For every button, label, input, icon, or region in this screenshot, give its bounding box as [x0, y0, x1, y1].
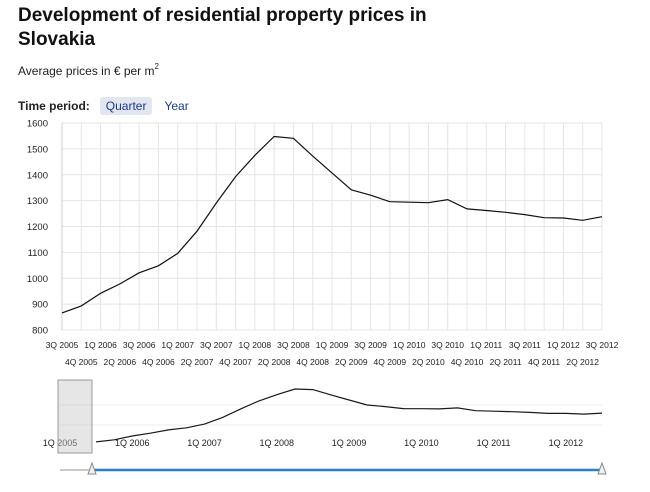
- y-tick-label: 1000: [27, 274, 48, 285]
- navigator-label: 1Q 2007: [187, 438, 222, 448]
- data-point: [99, 291, 103, 295]
- x-tick-label: 2Q 2008: [258, 357, 291, 367]
- x-tick-label: 2Q 2009: [335, 357, 368, 367]
- y-tick-label: 800: [32, 326, 48, 337]
- data-point: [369, 193, 373, 197]
- x-tick-label: 3Q 2010: [431, 340, 464, 350]
- data-point: [407, 200, 411, 204]
- data-point: [291, 136, 295, 140]
- y-tick-label: 1400: [27, 170, 48, 181]
- navigator-label: 1Q 2012: [549, 438, 584, 448]
- data-point: [523, 213, 527, 217]
- x-tick-label: 4Q 2010: [451, 357, 484, 367]
- quarter-button[interactable]: Quarter: [99, 97, 153, 115]
- chart-subtitle: Average prices in € per m2: [18, 62, 159, 78]
- range-navigator[interactable]: 1Q 2005 1Q 2006 1Q 2007 1Q 2008 1Q 2009 1Q 20…: [43, 379, 607, 475]
- x-tick-label: 1Q 2012: [547, 340, 580, 350]
- data-point: [176, 251, 180, 255]
- data-point: [504, 210, 508, 214]
- data-point: [118, 282, 122, 286]
- data-point: [137, 271, 141, 275]
- navigator-label: 1Q 2006: [115, 438, 150, 448]
- chart-series: [60, 134, 604, 315]
- data-point: [330, 171, 334, 175]
- navigator-label: 1Q 2009: [332, 438, 367, 448]
- x-tick-label: 3Q 2011: [509, 340, 541, 350]
- x-tick-label: 3Q 2007: [200, 340, 233, 350]
- time-period-selector: Time period: Quarter Year: [18, 96, 201, 116]
- y-tick-label: 1600: [27, 119, 48, 130]
- scrollbar-right-handle[interactable]: [597, 461, 607, 475]
- x-tick-label: 1Q 2011: [470, 340, 502, 350]
- x-tick-label: 3Q 2005: [46, 340, 79, 350]
- x-tick-label: 4Q 2008: [296, 357, 329, 367]
- x-tick-label: 2Q 2012: [566, 357, 599, 367]
- chart-grid: [61, 122, 603, 331]
- navigator-label: 1Q 2011: [477, 438, 511, 448]
- data-point: [214, 201, 218, 205]
- data-point: [272, 134, 276, 138]
- data-point: [561, 216, 565, 220]
- data-point: [542, 216, 546, 220]
- data-point: [600, 215, 604, 219]
- x-tick-label: 2Q 2007: [181, 357, 214, 367]
- x-tick-label: 1Q 2006: [84, 340, 117, 350]
- data-point: [388, 200, 392, 204]
- year-button[interactable]: Year: [164, 99, 189, 113]
- x-tick-label: 3Q 2006: [123, 340, 156, 350]
- navigator-label: 1Q 2005: [43, 438, 78, 448]
- data-point: [156, 264, 160, 268]
- data-point: [465, 207, 469, 211]
- y-tick-label: 1300: [27, 196, 48, 207]
- data-point: [234, 175, 238, 179]
- x-tick-label: 1Q 2010: [393, 340, 426, 350]
- y-tick-label: 1200: [27, 222, 48, 233]
- x-tick-label: 3Q 2008: [277, 340, 310, 350]
- data-point: [253, 153, 257, 157]
- x-tick-label: 2Q 2010: [412, 357, 445, 367]
- x-tick-label: 4Q 2011: [528, 357, 560, 367]
- time-period-label: Time period:: [18, 99, 90, 113]
- x-tick-label: 2Q 2011: [490, 357, 522, 367]
- y-tick-label: 1500: [27, 144, 48, 155]
- x-tick-label: 4Q 2007: [219, 357, 252, 367]
- x-tick-label: 2Q 2006: [104, 357, 137, 367]
- x-tick-label: 1Q 2008: [239, 340, 272, 350]
- y-axis: 800 900 1000 1100 1200 1300 1400 1500 1600: [27, 119, 48, 337]
- x-tick-label: 1Q 2007: [161, 340, 194, 350]
- subtitle-text: Average prices in € per m: [18, 64, 155, 78]
- scrollbar-left-handle[interactable]: [87, 461, 97, 475]
- x-tick-label: 4Q 2009: [374, 357, 407, 367]
- data-point: [446, 198, 450, 202]
- x-tick-label: 3Q 2009: [354, 340, 387, 350]
- data-point: [60, 311, 64, 315]
- data-point: [349, 188, 353, 192]
- page-title: Development of residential property pric…: [18, 5, 427, 50]
- navigator-mask[interactable]: [57, 379, 93, 454]
- x-tick-label: 4Q 2006: [142, 357, 175, 367]
- y-tick-label: 900: [32, 300, 48, 311]
- data-point: [581, 218, 585, 222]
- navigator-label: 1Q 2010: [404, 438, 439, 448]
- y-tick-label: 1100: [28, 248, 48, 259]
- x-tick-label: 4Q 2005: [65, 357, 98, 367]
- x-tick-label: 1Q 2009: [316, 340, 349, 350]
- subtitle-superscript: 2: [154, 62, 159, 71]
- navigator-label: 1Q 2008: [260, 438, 295, 448]
- navigator-series-line: [96, 388, 603, 443]
- x-tick-label: 3Q 2012: [586, 340, 619, 350]
- data-point: [195, 229, 199, 233]
- data-point: [484, 208, 488, 212]
- price-series-line: [61, 135, 603, 314]
- x-axis: 3Q 2005 1Q 2006 3Q 2006 1Q 2007 3Q 2007 1Q 20…: [46, 340, 619, 367]
- data-point: [79, 304, 83, 308]
- data-point: [426, 201, 430, 205]
- data-point: [311, 154, 315, 158]
